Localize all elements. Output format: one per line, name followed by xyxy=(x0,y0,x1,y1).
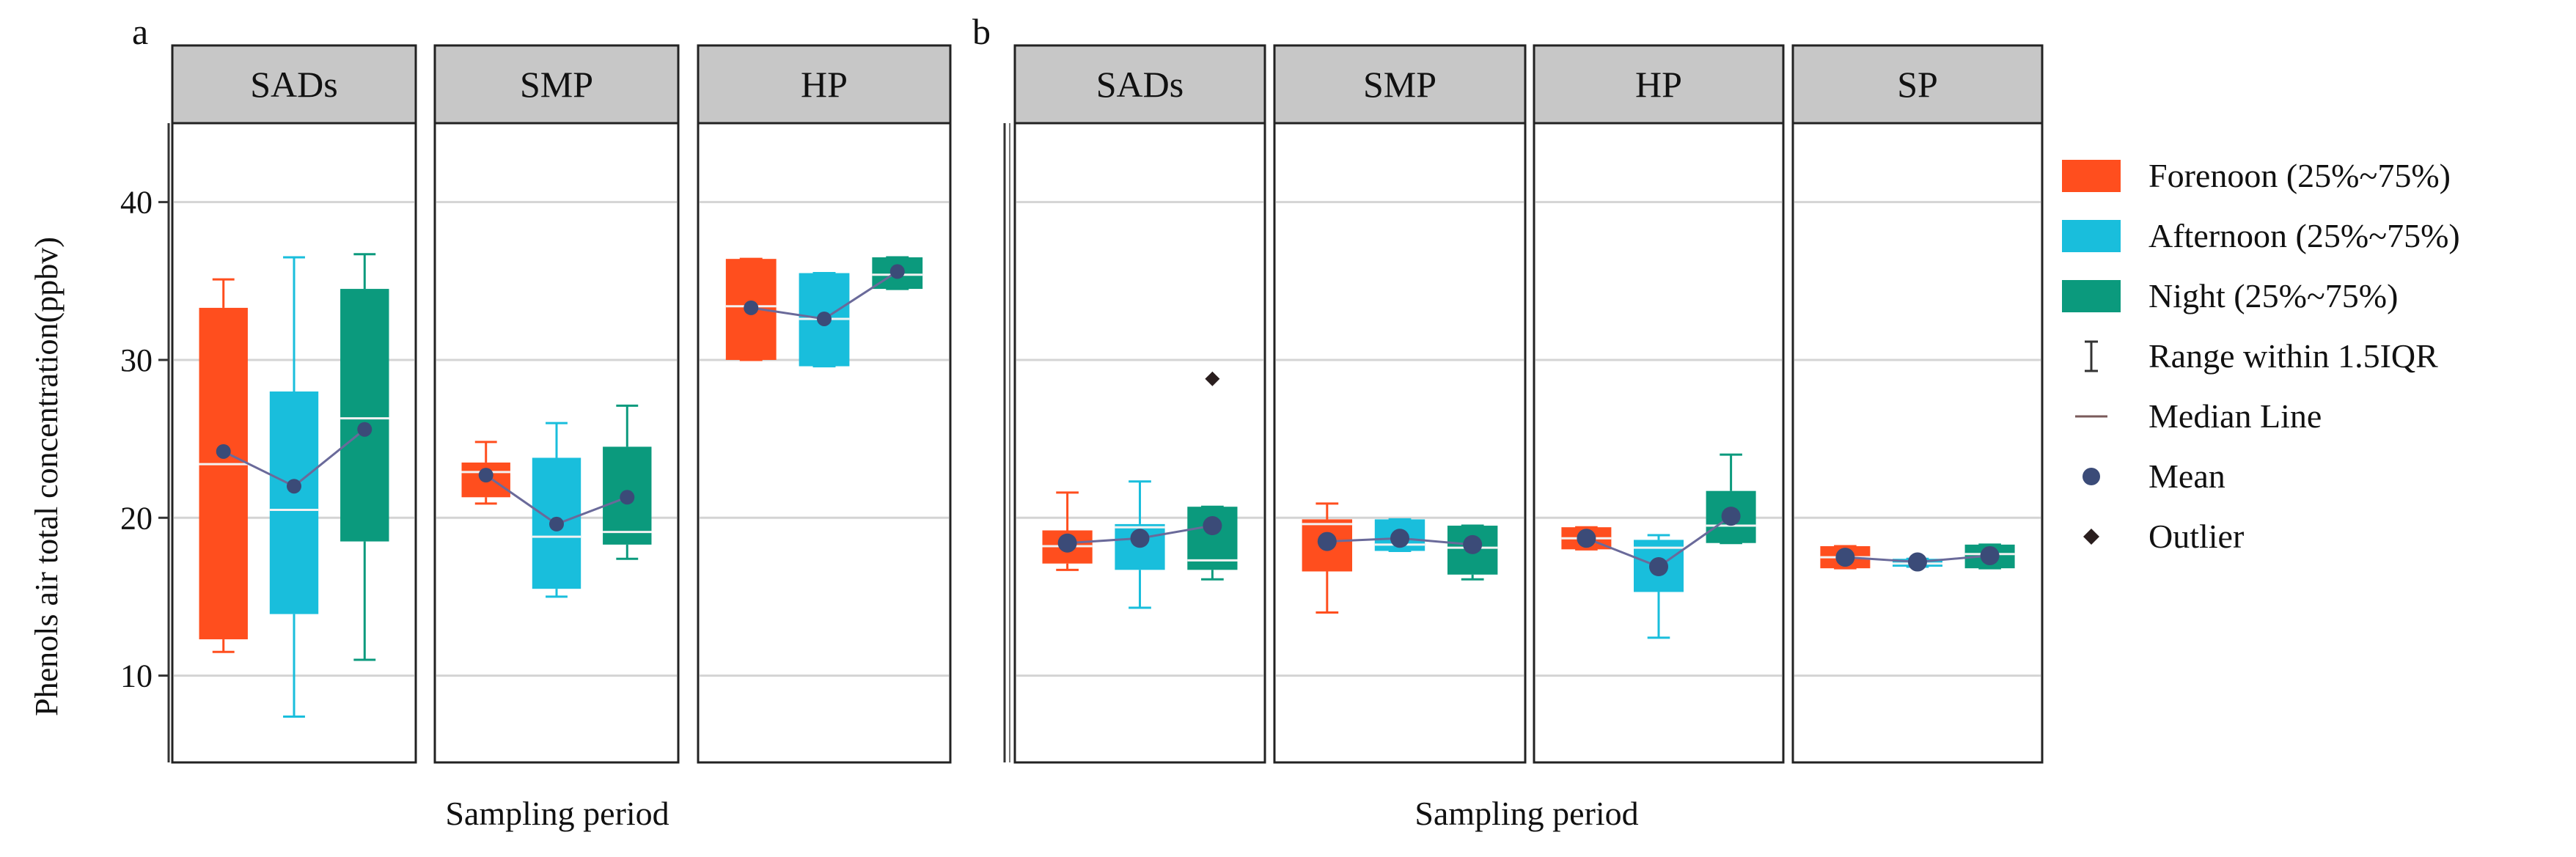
mean-point xyxy=(1317,532,1337,551)
mean-point xyxy=(287,479,301,494)
legend-label: Forenoon (25%~75%) xyxy=(2148,157,2451,194)
mean-point xyxy=(357,422,373,437)
facet-label: SP xyxy=(1897,64,1938,105)
facet-strip xyxy=(1533,44,1785,125)
y-tick-label: 30 xyxy=(120,342,153,378)
facet-label: HP xyxy=(1635,64,1682,105)
legend-label: Mean xyxy=(2148,457,2225,495)
facet-panel xyxy=(1533,122,1785,764)
legend-swatch-afternoon xyxy=(2062,220,2121,252)
legend-label: Median Line xyxy=(2148,397,2322,435)
box-afternoon xyxy=(269,391,319,614)
facet-label: HP xyxy=(801,64,848,105)
legend-mean-icon xyxy=(2083,468,2100,485)
plot-area: 10 20 30 40 SADs SMP HP SADs SMP HP SP xyxy=(120,44,2044,764)
facet-strip xyxy=(697,44,952,125)
mean-point xyxy=(549,516,564,532)
panel-a-label: a xyxy=(132,11,148,52)
mean-point xyxy=(1390,529,1409,548)
facet-panel xyxy=(1273,122,1527,764)
box-night xyxy=(340,289,389,542)
facet-label: SADs xyxy=(1096,64,1184,105)
legend: Forenoon (25%~75%) Afternoon (25%~75%) Nig… xyxy=(2062,157,2460,555)
facet-strip xyxy=(1791,44,2044,125)
legend-label: Range within 1.5IQR xyxy=(2148,337,2438,375)
mean-point xyxy=(1203,516,1222,536)
mean-point xyxy=(1908,552,1927,572)
facet-panel xyxy=(1013,122,1266,764)
mean-point xyxy=(1577,529,1596,548)
mean-point xyxy=(744,300,759,315)
facet-panel xyxy=(1791,122,2044,764)
legend-label: Night (25%~75%) xyxy=(2148,277,2398,315)
y-tick-label: 20 xyxy=(120,500,153,536)
mean-point xyxy=(1057,533,1077,553)
mean-point xyxy=(620,490,635,505)
mean-point xyxy=(1463,534,1483,554)
legend-swatch-forenoon xyxy=(2062,160,2121,192)
mean-point xyxy=(1721,507,1741,526)
legend-label: Afternoon (25%~75%) xyxy=(2148,217,2460,254)
facet-panel xyxy=(697,122,952,764)
legend-swatch-night xyxy=(2062,280,2121,312)
facet-label: SADs xyxy=(250,64,337,105)
legend-outlier-icon xyxy=(2083,529,2099,545)
mean-point xyxy=(1980,545,2000,565)
mean-point xyxy=(1649,557,1668,577)
panel-a-x-title: Sampling period xyxy=(445,795,669,832)
facet-strip xyxy=(1013,44,1266,125)
mean-point xyxy=(216,444,231,459)
panel-b-label: b xyxy=(972,11,991,52)
mean-point xyxy=(1130,529,1150,548)
facet-label: SMP xyxy=(1363,64,1436,105)
facet-strip xyxy=(1273,44,1527,125)
box-forenoon xyxy=(199,307,248,640)
outlier-point xyxy=(1205,371,1220,386)
mean-point xyxy=(478,468,493,483)
panel-b-x-title: Sampling period xyxy=(1414,795,1638,832)
y-axis-title: Phenols air total concentration(ppbv) xyxy=(29,237,65,716)
mean-point xyxy=(817,311,832,326)
mean-point xyxy=(1835,548,1855,567)
facet-label: SMP xyxy=(520,64,593,105)
mean-point xyxy=(889,264,905,279)
y-tick-label: 10 xyxy=(120,658,153,694)
y-tick-label: 40 xyxy=(120,185,153,221)
legend-label: Outlier xyxy=(2148,518,2244,555)
